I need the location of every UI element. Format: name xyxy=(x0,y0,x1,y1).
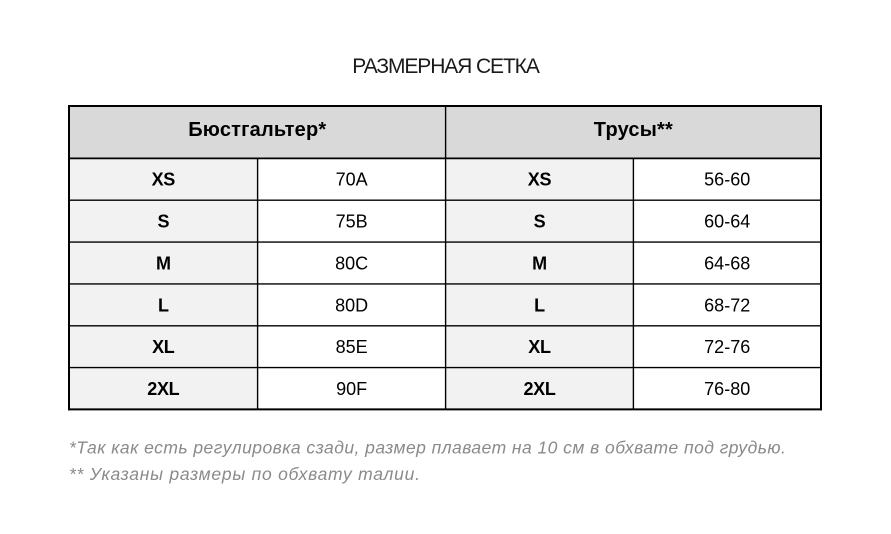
svg-text:РАЗМЕРНАЯ СЕТКА: РАЗМЕРНАЯ СЕТКА xyxy=(352,55,540,78)
svg-text:M: M xyxy=(156,253,171,273)
svg-text:Бюстгальтер*: Бюстгальтер* xyxy=(188,119,326,141)
svg-text:90F: 90F xyxy=(336,379,367,399)
svg-text:76-80: 76-80 xyxy=(704,379,750,399)
svg-text:72-76: 72-76 xyxy=(704,337,750,357)
svg-text:XS: XS xyxy=(528,170,552,190)
svg-text:S: S xyxy=(157,212,169,232)
svg-text:64-68: 64-68 xyxy=(704,253,750,273)
svg-text:L: L xyxy=(158,295,169,315)
svg-text:** Указаны размеры по обхвату: ** Указаны размеры по обхвату талии. xyxy=(69,464,421,484)
svg-text:S: S xyxy=(534,212,546,232)
svg-text:70A: 70A xyxy=(336,170,368,190)
svg-text:L: L xyxy=(534,295,545,315)
svg-text:M: M xyxy=(532,253,547,273)
svg-text:2XL: 2XL xyxy=(147,379,179,399)
svg-text:60-64: 60-64 xyxy=(704,212,750,232)
svg-text:80D: 80D xyxy=(335,295,368,315)
svg-text:2XL: 2XL xyxy=(523,379,555,399)
svg-text:XS: XS xyxy=(152,170,176,190)
svg-text:XL: XL xyxy=(528,337,551,357)
svg-text:56-60: 56-60 xyxy=(704,170,750,190)
svg-text:XL: XL xyxy=(152,337,175,357)
svg-text:*Так как есть регулировка сзад: *Так как есть регулировка сзади, размер … xyxy=(69,438,786,458)
svg-text:Трусы**: Трусы** xyxy=(594,119,673,141)
svg-text:80C: 80C xyxy=(335,253,368,273)
svg-text:68-72: 68-72 xyxy=(704,295,750,315)
svg-text:85E: 85E xyxy=(336,337,368,357)
svg-text:75B: 75B xyxy=(336,212,368,232)
